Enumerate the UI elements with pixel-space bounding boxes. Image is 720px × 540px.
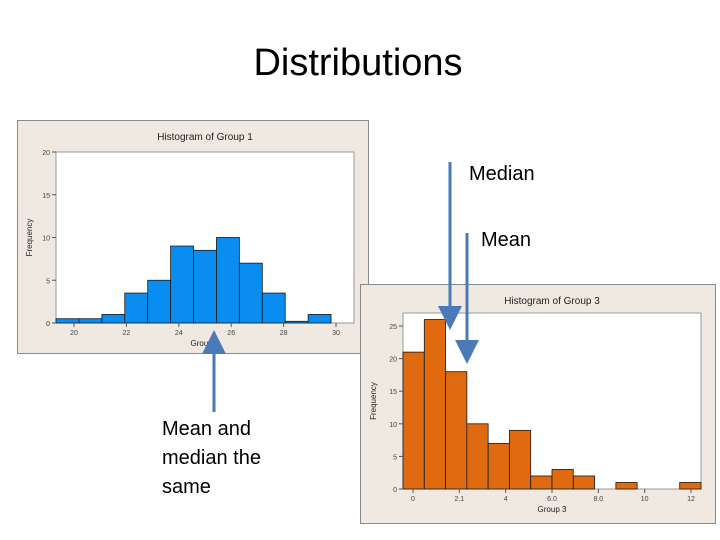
x-tick-label: 8.0 — [593, 496, 603, 503]
x-tick-label: 2.1 — [454, 496, 464, 503]
bar — [572, 475, 595, 490]
histogram-group-3: Histogram of Group 3 0 5 10 15 20 25 0 2.1 4 6.0 8.… — [360, 284, 716, 524]
y-tick-label: 5 — [393, 454, 397, 461]
y-tick-label: 20 — [42, 150, 50, 157]
y-axis-label: Frequency — [369, 382, 378, 420]
x-tick-label: 10 — [641, 496, 649, 503]
y-tick-label: 25 — [389, 324, 397, 331]
x-tick-label: 0 — [411, 496, 415, 503]
x-tick-label: 24 — [175, 330, 183, 337]
y-tick-label: 20 — [389, 357, 397, 364]
histogram-group-3-svg: Histogram of Group 3 0 5 10 15 20 25 0 2.1 4 6.0 8.… — [369, 296, 702, 514]
mean-label: Mean — [481, 229, 532, 251]
slide-title: Distributions — [253, 42, 463, 84]
y-tick-label: 5 — [46, 278, 50, 285]
y-tick-label: 10 — [389, 422, 397, 429]
bar — [679, 482, 702, 490]
x-tick-label: 12 — [687, 496, 695, 503]
bar — [307, 314, 332, 324]
chart-title: Histogram of Group 1 — [157, 132, 253, 143]
y-tick-label: 15 — [389, 389, 397, 396]
y-tick-label: 0 — [46, 321, 50, 328]
x-axis-label: Group 3 — [538, 505, 567, 514]
histogram-group-1-svg: Histogram of Group 1 0 5 10 15 20 20 22 24 26 28 30… — [25, 132, 355, 348]
mean-and-median-label: Mean and median the same — [162, 418, 261, 498]
y-tick-label: 10 — [42, 236, 50, 243]
x-tick-label: 6.0 — [547, 496, 557, 503]
x-tick-label: 26 — [227, 330, 235, 337]
y-tick-label: 15 — [42, 193, 50, 200]
bar — [509, 429, 532, 490]
x-tick-label: 30 — [332, 330, 340, 337]
bar — [615, 482, 638, 490]
x-tick-label: 4 — [504, 496, 508, 503]
y-axis-label: Frequency — [25, 219, 34, 257]
chart-title: Histogram of Group 3 — [504, 296, 600, 307]
x-tick-label: 20 — [70, 330, 78, 337]
histogram-group-1: Histogram of Group 1 0 5 10 15 20 20 22 24 26 28 30… — [17, 120, 369, 354]
y-tick-label: 0 — [393, 487, 397, 494]
x-tick-label: 22 — [123, 330, 131, 337]
median-label: Median — [469, 163, 535, 185]
bar — [261, 292, 286, 324]
x-tick-label: 28 — [280, 330, 288, 337]
